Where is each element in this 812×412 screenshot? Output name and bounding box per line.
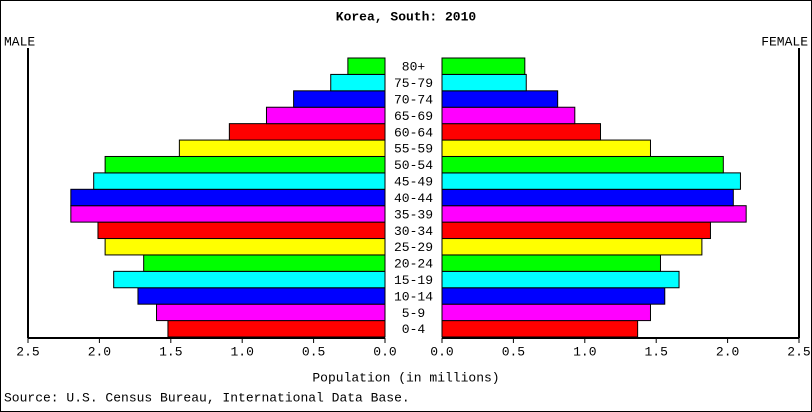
bar-female xyxy=(441,270,680,289)
bar-male xyxy=(178,139,386,157)
bar-male xyxy=(93,172,386,190)
bar-male xyxy=(70,205,386,223)
x-tick-label: 0.5 xyxy=(302,344,325,359)
bar-male xyxy=(228,123,386,141)
age-label: 35-39 xyxy=(394,207,433,222)
bar-male xyxy=(113,270,386,289)
legend-female: FEMALE xyxy=(761,34,808,49)
bar-male xyxy=(104,155,386,174)
bar-female xyxy=(441,57,526,75)
bar-female xyxy=(441,73,527,92)
x-tick-label: 0.0 xyxy=(373,344,396,359)
bar-female xyxy=(441,254,661,272)
x-tick-label: 1.5 xyxy=(159,344,182,359)
bar-female xyxy=(441,221,711,240)
x-tick-label: 0.0 xyxy=(430,344,453,359)
bar-male xyxy=(293,90,386,108)
x-tick-label: 1.0 xyxy=(230,344,253,359)
bar-female xyxy=(441,320,639,338)
bar-female xyxy=(441,139,651,157)
x-tick-label: 2.0 xyxy=(88,344,111,359)
bar-male xyxy=(97,221,386,240)
age-label: 70-74 xyxy=(394,92,433,107)
age-label: 65-69 xyxy=(394,109,433,124)
bar-male xyxy=(347,57,386,75)
bar-female xyxy=(441,90,559,108)
age-label: 40-44 xyxy=(394,191,433,206)
age-label: 10-14 xyxy=(394,289,433,304)
age-label: 5-9 xyxy=(402,306,425,321)
x-tick-label: 2.5 xyxy=(787,344,810,359)
x-tick-label: 2.5 xyxy=(16,344,39,359)
bar-female xyxy=(441,123,602,141)
bar-male xyxy=(70,188,386,207)
chart-title: Korea, South: 2010 xyxy=(336,9,477,24)
bar-male xyxy=(156,303,386,322)
x-tick-label: 1.0 xyxy=(573,344,596,359)
bar-female xyxy=(441,205,747,223)
bar-female xyxy=(441,303,651,322)
source: Source: U.S. Census Bureau, Internationa… xyxy=(4,390,410,405)
x-tick-label: 2.0 xyxy=(716,344,739,359)
age-label: 60-64 xyxy=(394,125,433,140)
x-tick-label: 0.5 xyxy=(502,344,525,359)
bar-female xyxy=(441,106,576,125)
age-label: 55-59 xyxy=(394,142,433,157)
bar-male xyxy=(265,106,386,125)
bar-female xyxy=(441,172,741,190)
x-tick-label: 1.5 xyxy=(644,344,667,359)
bar-female xyxy=(441,287,666,305)
legend-male: MALE xyxy=(4,34,35,49)
age-label: 75-79 xyxy=(394,76,433,91)
age-label: 0-4 xyxy=(402,322,426,337)
bar-female xyxy=(441,155,724,174)
bar-male xyxy=(330,73,386,92)
age-label: 20-24 xyxy=(394,257,433,272)
age-label: 25-29 xyxy=(394,240,433,255)
age-label: 15-19 xyxy=(394,273,433,288)
age-label: 30-34 xyxy=(394,224,433,239)
age-label: 80+ xyxy=(402,60,426,75)
age-label: 45-49 xyxy=(394,175,433,190)
bar-male xyxy=(143,254,386,272)
x-axis-label: Population (in millions) xyxy=(312,370,499,385)
bar-male xyxy=(137,287,386,305)
age-label: 50-54 xyxy=(394,158,433,173)
bar-female xyxy=(441,188,734,207)
bar-male xyxy=(167,320,386,338)
bar-male xyxy=(104,238,386,256)
bar-female xyxy=(441,238,703,256)
